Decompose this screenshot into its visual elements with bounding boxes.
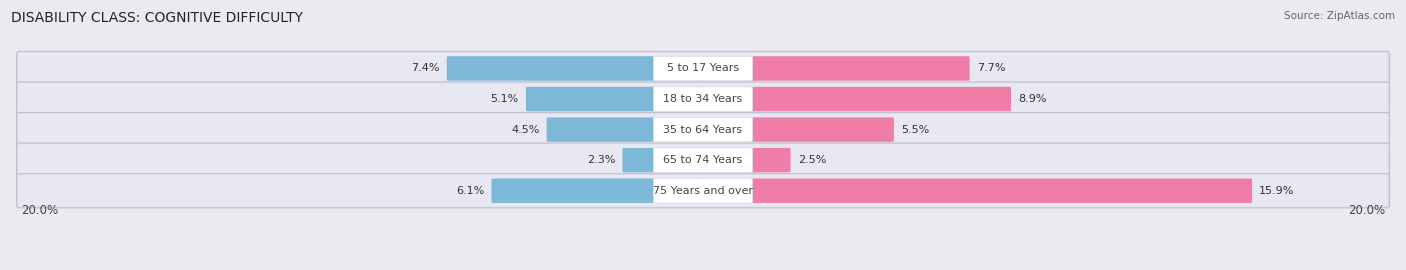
FancyBboxPatch shape: [654, 148, 752, 172]
FancyBboxPatch shape: [17, 51, 1389, 86]
FancyBboxPatch shape: [547, 117, 704, 142]
FancyBboxPatch shape: [18, 53, 1388, 84]
Text: 8.9%: 8.9%: [1018, 94, 1046, 104]
FancyBboxPatch shape: [702, 148, 790, 172]
Text: 75 Years and over: 75 Years and over: [652, 186, 754, 196]
Text: 65 to 74 Years: 65 to 74 Years: [664, 155, 742, 165]
Text: 20.0%: 20.0%: [21, 204, 58, 217]
FancyBboxPatch shape: [18, 175, 1388, 207]
FancyBboxPatch shape: [492, 178, 704, 203]
FancyBboxPatch shape: [18, 114, 1388, 146]
FancyBboxPatch shape: [702, 56, 970, 81]
Text: 20.0%: 20.0%: [1348, 204, 1385, 217]
Text: 6.1%: 6.1%: [456, 186, 484, 196]
Text: 5.5%: 5.5%: [901, 124, 929, 135]
FancyBboxPatch shape: [17, 82, 1389, 116]
FancyBboxPatch shape: [654, 87, 752, 111]
Text: Source: ZipAtlas.com: Source: ZipAtlas.com: [1284, 11, 1395, 21]
FancyBboxPatch shape: [702, 87, 1011, 111]
Text: 5 to 17 Years: 5 to 17 Years: [666, 63, 740, 73]
FancyBboxPatch shape: [526, 87, 704, 111]
FancyBboxPatch shape: [654, 178, 752, 203]
Text: 18 to 34 Years: 18 to 34 Years: [664, 94, 742, 104]
Text: 15.9%: 15.9%: [1260, 186, 1295, 196]
FancyBboxPatch shape: [447, 56, 704, 81]
Text: 5.1%: 5.1%: [491, 94, 519, 104]
Text: DISABILITY CLASS: COGNITIVE DIFFICULTY: DISABILITY CLASS: COGNITIVE DIFFICULTY: [11, 11, 304, 25]
FancyBboxPatch shape: [17, 174, 1389, 208]
FancyBboxPatch shape: [17, 113, 1389, 147]
Text: 7.7%: 7.7%: [977, 63, 1005, 73]
Text: 2.3%: 2.3%: [586, 155, 616, 165]
FancyBboxPatch shape: [18, 144, 1388, 176]
Text: 7.4%: 7.4%: [411, 63, 440, 73]
Text: 35 to 64 Years: 35 to 64 Years: [664, 124, 742, 135]
FancyBboxPatch shape: [702, 117, 894, 142]
Text: 4.5%: 4.5%: [510, 124, 540, 135]
Legend: Male, Female: Male, Female: [641, 266, 765, 270]
FancyBboxPatch shape: [623, 148, 704, 172]
FancyBboxPatch shape: [18, 83, 1388, 115]
FancyBboxPatch shape: [654, 56, 752, 81]
FancyBboxPatch shape: [17, 143, 1389, 177]
Text: 2.5%: 2.5%: [797, 155, 827, 165]
FancyBboxPatch shape: [702, 178, 1253, 203]
FancyBboxPatch shape: [654, 117, 752, 142]
